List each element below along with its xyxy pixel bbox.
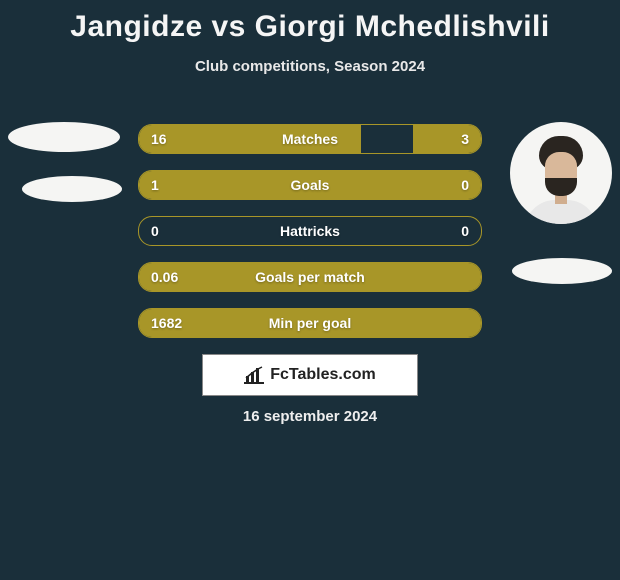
right-player-deco	[510, 122, 612, 308]
subtitle: Club competitions, Season 2024	[0, 58, 620, 75]
date-label: 16 september 2024	[0, 408, 620, 425]
stat-label: Min per goal	[139, 315, 481, 331]
logo-text: FcTables.com	[270, 366, 376, 384]
stat-row: 1682Min per goal	[138, 308, 482, 338]
stat-row: 10Goals	[138, 170, 482, 200]
stat-label: Goals per match	[139, 269, 481, 285]
page-title: Jangidze vs Giorgi Mchedlishvili	[0, 0, 620, 44]
stat-label: Goals	[139, 177, 481, 193]
stat-row: 0.06Goals per match	[138, 262, 482, 292]
stat-label: Matches	[139, 131, 481, 147]
stat-row: 00Hattricks	[138, 216, 482, 246]
bar-chart-icon	[244, 366, 264, 384]
deco-ellipse	[8, 122, 120, 152]
deco-ellipse	[22, 176, 122, 202]
avatar	[510, 122, 612, 224]
deco-ellipse	[512, 258, 612, 284]
left-player-deco	[8, 122, 122, 226]
fctables-logo: FcTables.com	[202, 354, 418, 396]
stats-area: 163Matches 10Goals 00Hattricks 0.06Goals pe…	[138, 124, 482, 354]
stat-row: 163Matches	[138, 124, 482, 154]
stat-label: Hattricks	[139, 223, 481, 239]
